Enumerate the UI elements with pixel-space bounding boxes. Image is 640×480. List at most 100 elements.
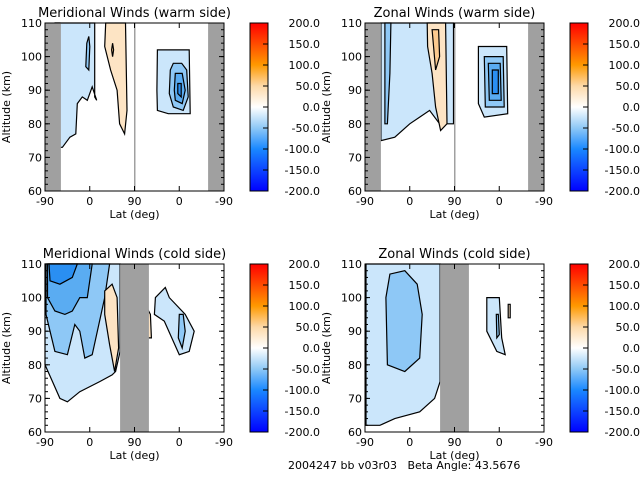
- x-tick-label: 90: [128, 195, 142, 208]
- colorbar-tick-label: -200.0: [285, 185, 320, 198]
- colorbar-tick-label: 50.0: [616, 321, 640, 334]
- colorbar-tick-label: 100.0: [609, 59, 640, 72]
- y-tick-label: 110: [341, 258, 362, 271]
- x-tick-label: 0: [406, 195, 413, 208]
- contour-region: [104, 22, 128, 137]
- chart-title: Zonal Winds (cold side): [378, 247, 530, 262]
- y-tick-label: 110: [21, 258, 42, 271]
- x-tick-label: 0: [86, 195, 93, 208]
- colorbar-tick-label: 200.0: [289, 17, 321, 30]
- x-tick-label: -90: [36, 195, 54, 208]
- no-data-region: [45, 23, 61, 191]
- y-axis-label: Altitude (km): [320, 71, 333, 143]
- x-tick-label: 0: [496, 195, 503, 208]
- y-tick-label: 90: [28, 325, 42, 338]
- footer-info: 2004247 bb v03r03 Beta Angle: 43.5676: [288, 459, 521, 472]
- y-axis-label: Altitude (km): [320, 312, 333, 384]
- x-axis-label: Lat (deg): [110, 449, 160, 462]
- x-axis-label: Lat (deg): [430, 449, 480, 462]
- panel-1: Meridional Winds (warm side) -90 0 90 0 -90 La…: [0, 6, 320, 221]
- no-data-region: [208, 23, 224, 191]
- y-axis-label: Altitude (km): [0, 71, 13, 143]
- contour-region: [177, 313, 186, 351]
- y-tick-label: 80: [348, 359, 362, 372]
- y-axis-label: Altitude (km): [0, 312, 13, 384]
- y-tick-label: 90: [28, 84, 42, 97]
- colorbar-tick-label: 0.0: [623, 101, 640, 114]
- x-tick-label: -90: [356, 436, 374, 449]
- contour-region: [426, 22, 448, 132]
- contour-region: [384, 22, 392, 125]
- contour-region: [491, 69, 499, 95]
- colorbar-tick-label: 100.0: [289, 300, 321, 313]
- no-data-region: [528, 23, 544, 191]
- chart-title: Meridional Winds (cold side): [43, 247, 226, 262]
- y-tick-label: 70: [28, 392, 42, 405]
- colorbar-tick-label: -50.0: [292, 363, 320, 376]
- panel-2: Zonal Winds (warm side) -90 0 90 0 -90 Lat (de…: [320, 6, 640, 221]
- colorbar-tick-label: 200.0: [609, 17, 640, 30]
- colorbar-tick-label: 200.0: [609, 258, 640, 271]
- colorbar-tick-label: -50.0: [612, 122, 640, 135]
- colorbar-tick-label: 200.0: [289, 258, 321, 271]
- y-tick-label: 110: [21, 17, 42, 30]
- no-data-region: [134, 264, 149, 432]
- no-data-region: [365, 23, 381, 191]
- colorbar-tick-label: 150.0: [289, 38, 321, 51]
- colorbar-tick-label: -150.0: [285, 164, 320, 177]
- no-data-region: [454, 23, 456, 191]
- no-data-region: [120, 264, 135, 432]
- contour-region: [385, 270, 423, 373]
- x-axis-label: Lat (deg): [430, 208, 480, 221]
- x-tick-label: 0: [86, 436, 93, 449]
- contour-region: [85, 36, 91, 72]
- colorbar-tick-label: 0.0: [303, 342, 321, 355]
- colorbar-tick-label: -100.0: [605, 143, 640, 156]
- y-tick-label: 100: [341, 292, 362, 305]
- x-tick-label: -90: [36, 436, 54, 449]
- colorbar-tick-label: -150.0: [605, 164, 640, 177]
- colorbar-tick-label: 150.0: [609, 279, 640, 292]
- x-tick-label: 0: [176, 195, 183, 208]
- colorbar-tick-label: -50.0: [292, 122, 320, 135]
- contour-region: [104, 283, 120, 372]
- y-tick-label: 80: [348, 118, 362, 131]
- y-tick-label: 90: [348, 84, 362, 97]
- x-axis-label: Lat (deg): [110, 208, 160, 221]
- x-tick-label: 90: [448, 195, 462, 208]
- y-tick-label: 60: [348, 426, 362, 439]
- colorbar-tick-label: -200.0: [605, 426, 640, 439]
- colorbar-tick-label: -200.0: [285, 426, 320, 439]
- no-data-region: [134, 23, 136, 191]
- y-tick-label: 60: [348, 185, 362, 198]
- colorbar-tick-label: 0.0: [303, 101, 321, 114]
- colorbar-tick-label: 150.0: [289, 279, 321, 292]
- colorbar-tick-label: 50.0: [296, 80, 321, 93]
- colorbar-tick-label: -50.0: [612, 363, 640, 376]
- colorbar-tick-label: -100.0: [285, 143, 320, 156]
- x-tick-label: 90: [448, 436, 462, 449]
- y-tick-label: 110: [341, 17, 362, 30]
- x-tick-label: -90: [356, 195, 374, 208]
- contour-region: [431, 29, 441, 71]
- panel-3: Meridional Winds (cold side) -90 0 90 0 -90 La…: [0, 247, 320, 462]
- colorbar-tick-label: -150.0: [285, 405, 320, 418]
- colorbar-tick-label: 50.0: [616, 80, 640, 93]
- colorbar-tick-label: -150.0: [605, 405, 640, 418]
- x-tick-label: -90: [535, 436, 553, 449]
- contour-region: [177, 82, 182, 99]
- y-tick-label: 70: [348, 392, 362, 405]
- x-tick-label: -90: [215, 195, 233, 208]
- chart-title: Zonal Winds (warm side): [374, 6, 536, 21]
- contour-region: [507, 303, 511, 319]
- colorbar-tick-label: 0.0: [623, 342, 640, 355]
- y-tick-label: 60: [28, 426, 42, 439]
- no-data-region: [454, 264, 469, 432]
- x-tick-label: 0: [176, 436, 183, 449]
- x-tick-label: 90: [128, 436, 142, 449]
- y-tick-label: 70: [348, 151, 362, 164]
- colorbar-tick-label: -100.0: [285, 384, 320, 397]
- y-tick-label: 90: [348, 325, 362, 338]
- contour-region: [495, 313, 500, 340]
- contour-region: [110, 43, 115, 57]
